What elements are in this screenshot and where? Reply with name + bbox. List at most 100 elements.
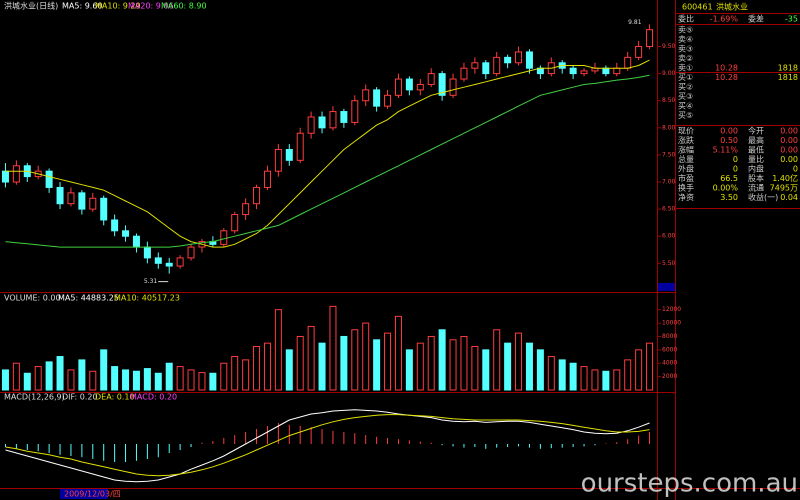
y-tick-label: 4000 — [662, 360, 677, 367]
volume-bar — [56, 356, 64, 391]
stat-cell: 今开 — [748, 126, 764, 136]
candle-body — [231, 214, 239, 232]
volume-bar — [209, 372, 217, 391]
candle-body — [340, 111, 348, 123]
stock-title: 洪城水业(日线) — [4, 1, 58, 11]
candle-body — [176, 257, 184, 267]
stat-cell: 净资 — [678, 192, 694, 202]
volume-bar — [646, 342, 654, 391]
date-box — [60, 489, 108, 499]
stock-name: 洪城水业 — [716, 2, 748, 12]
volume-bar — [23, 372, 31, 391]
volume-bar — [12, 362, 20, 391]
ratio-cell: -35 — [785, 15, 798, 24]
y-tick-label: 6000 — [662, 346, 677, 353]
volume-bar — [525, 342, 533, 391]
volume-bar — [416, 342, 424, 391]
candle-body — [329, 111, 337, 129]
y-tick-label: 2000 — [662, 373, 677, 380]
volume-bar — [296, 335, 304, 391]
vol-ma-label: MA10: 40517.23 — [114, 294, 180, 303]
stat-cell: 0.00 — [780, 155, 798, 164]
volume-bar — [405, 349, 413, 391]
watermark: oursteps.com.au — [581, 469, 798, 499]
stat-cell: 现价 — [678, 127, 694, 136]
volume-bar — [373, 339, 381, 391]
book-label: 买② — [678, 83, 693, 92]
y-tick-label: 9.50 — [662, 43, 676, 50]
ratio-cell: 委比 — [678, 14, 694, 24]
y-tick-label: 7.50 — [662, 151, 676, 158]
volume-bar — [154, 372, 162, 391]
volume-bar — [253, 346, 261, 391]
volume-bar — [143, 368, 151, 391]
candle-body — [569, 67, 577, 75]
ma-label: MA10: 9.29 — [95, 2, 141, 11]
volume-bar — [78, 359, 86, 391]
ma-label: MA5: 9.60 — [62, 2, 103, 11]
y-tick-label: 10000 — [662, 320, 681, 327]
volume-bar — [89, 370, 97, 391]
volume-bar — [45, 361, 53, 391]
stat-cell: 内盘 — [748, 164, 764, 174]
candle-body — [646, 29, 654, 48]
volume-bar — [329, 305, 337, 391]
stat-cell: 换手 — [678, 183, 694, 193]
stat-cell: 0.00% — [713, 184, 739, 193]
candle-body — [635, 46, 643, 58]
candle-body — [602, 67, 610, 75]
candle-body — [504, 56, 512, 64]
volume-bar — [624, 359, 632, 391]
stat-cell: 涨跌 — [678, 135, 694, 145]
book-price: 10.28 — [715, 64, 738, 73]
candle-body — [482, 62, 490, 75]
volume-bar — [394, 315, 402, 391]
stat-cell: 收益(一) — [748, 192, 778, 202]
stat-cell: 7495万 — [770, 184, 798, 193]
volume-bar — [176, 366, 184, 391]
volume-bar — [613, 369, 621, 391]
macd-title: MACD(12,26,9) — [4, 393, 65, 402]
macd-label: MACD: 0.20 — [130, 393, 177, 402]
candle-body — [274, 149, 282, 172]
volume-bar — [602, 370, 610, 391]
volume-bar — [569, 362, 577, 391]
volume-bar — [547, 356, 555, 391]
candle-body — [613, 67, 621, 75]
candle-body — [427, 73, 435, 85]
dif-line — [5, 409, 650, 483]
candle-body — [253, 186, 261, 205]
candle-body — [515, 51, 523, 64]
candle-body — [45, 170, 53, 188]
candle-body — [1, 170, 9, 183]
candle-body — [373, 89, 381, 107]
stat-cell: 最低 — [748, 145, 764, 155]
volume-bar — [122, 369, 130, 391]
book-price: 10.28 — [715, 73, 738, 82]
stat-cell: 最高 — [748, 135, 764, 145]
candle-body — [165, 262, 173, 267]
candle-body — [384, 94, 392, 107]
book-label: 买① — [678, 73, 693, 82]
stat-cell: 0.50 — [720, 136, 738, 145]
volume-bar — [187, 369, 195, 391]
candle-body — [67, 192, 75, 205]
candle-body — [89, 197, 97, 210]
candle-body — [285, 149, 293, 161]
ma-label: MA60: 8.90 — [161, 2, 207, 11]
volume-bar — [493, 329, 501, 391]
volume-bar — [460, 335, 468, 391]
volume-bar — [274, 309, 282, 391]
date: 2009/12/03/四 — [64, 490, 121, 499]
candle-body — [438, 73, 446, 96]
candle-body — [318, 116, 326, 129]
candle-body — [460, 67, 468, 80]
stat-cell: 0 — [733, 155, 738, 164]
volume-bar — [482, 349, 490, 391]
stat-cell: 1.40亿 — [772, 173, 798, 183]
stat-cell: 0.00 — [780, 146, 798, 155]
stat-cell: 0 — [733, 165, 738, 174]
dea-label: DEA: 0.10 — [95, 393, 135, 402]
candle-body — [296, 132, 304, 161]
